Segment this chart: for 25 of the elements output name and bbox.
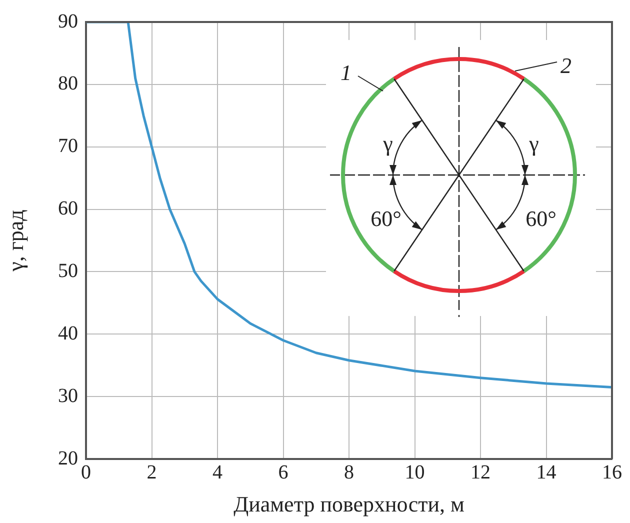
x-tick-label: 12 [470, 461, 490, 484]
x-tick-label: 16 [602, 461, 622, 484]
annotation: 60° [526, 206, 556, 231]
y-tick-label: 30 [58, 384, 78, 407]
y-tick-label: 20 [58, 447, 78, 470]
x-axis-title: Диаметр поверхности, м [234, 492, 464, 517]
x-tick-label: 10 [404, 461, 425, 484]
x-tick-label: 4 [212, 461, 222, 484]
x-tick-label: 8 [344, 461, 354, 484]
x-tick-label: 14 [536, 461, 556, 484]
y-tick-label: 50 [58, 260, 78, 282]
x-tick-label: 0 [81, 461, 91, 484]
y-axis-title: γ, град [2, 210, 28, 272]
y-tick-label: 70 [58, 135, 78, 158]
annotation: γ [382, 131, 394, 156]
y-tick-label: 40 [58, 322, 78, 344]
annotation: 2 [560, 53, 572, 78]
x-tick-label: 6 [278, 461, 288, 484]
annotation: 1 [340, 60, 352, 85]
y-tick-label: 60 [58, 198, 78, 220]
y-tick-label: 90 [58, 10, 78, 32]
annotation: γ [528, 131, 540, 156]
x-tick-label: 2 [146, 461, 157, 484]
annotation: 60° [370, 206, 402, 231]
y-tick-label: 80 [58, 72, 78, 95]
